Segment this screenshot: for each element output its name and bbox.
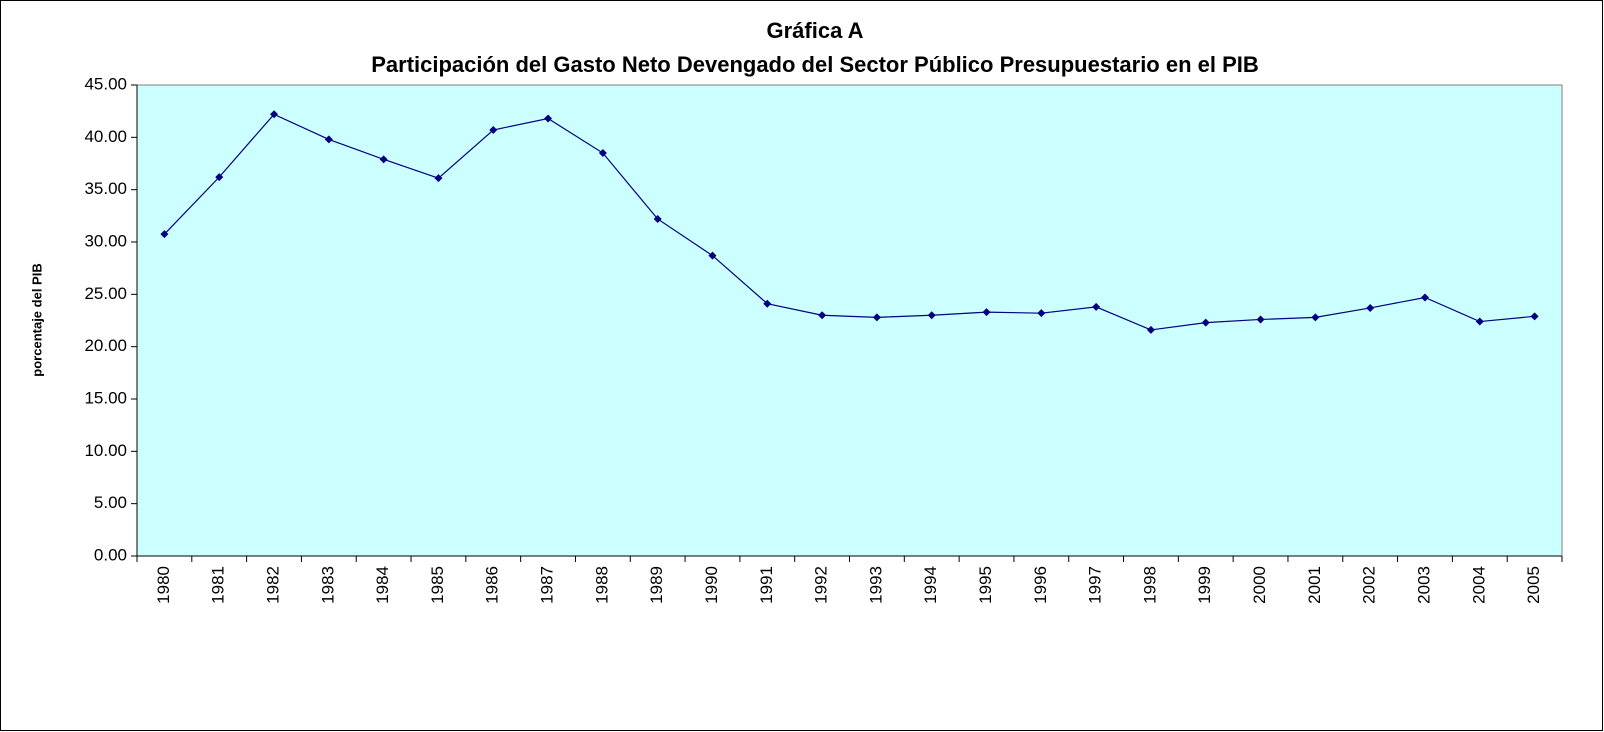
data-point [763, 299, 772, 308]
y-tick-label: 0.00 [94, 545, 127, 564]
data-point [215, 173, 224, 182]
data-point [818, 311, 827, 320]
plot-area [136, 84, 1563, 557]
data-point [598, 149, 607, 158]
x-tick-label: 1989 [647, 566, 666, 604]
x-tick-label: 1996 [1031, 566, 1050, 604]
data-point [489, 126, 498, 135]
y-tick-label: 10.00 [84, 441, 127, 460]
data-point [1092, 302, 1101, 311]
data-point [324, 135, 333, 144]
x-tick-label: 2003 [1414, 566, 1433, 604]
x-tick-label: 1986 [483, 566, 502, 604]
x-tick-label: 2002 [1360, 566, 1379, 604]
y-tick-label: 25.00 [84, 284, 127, 303]
data-point [544, 114, 553, 123]
x-tick-label: 2005 [1524, 566, 1543, 604]
data-point [1420, 293, 1429, 302]
data-point [160, 230, 169, 239]
x-tick-label: 1985 [428, 566, 447, 604]
data-point [1256, 315, 1265, 324]
x-tick-label: 1992 [812, 566, 831, 604]
data-point [653, 214, 662, 223]
x-tick-label: 1997 [1086, 566, 1105, 604]
x-tick-label: 1993 [866, 566, 885, 604]
x-tick-label: 1998 [1140, 566, 1159, 604]
y-tick-label: 15.00 [84, 388, 127, 407]
data-point [1366, 303, 1375, 312]
y-tick-label: 30.00 [84, 231, 127, 250]
x-tick-label: 1981 [209, 566, 228, 604]
x-tick-label: 2000 [1250, 566, 1269, 604]
x-tick-label: 1990 [702, 566, 721, 604]
data-point [1037, 309, 1046, 318]
data-point [1530, 312, 1539, 321]
x-tick-label: 1983 [318, 566, 337, 604]
data-point [708, 251, 717, 260]
x-tick-label: 2001 [1305, 566, 1324, 604]
y-tick-label: 5.00 [94, 493, 127, 512]
data-point [927, 311, 936, 320]
y-axis-label: porcentaje del PIB [29, 263, 44, 376]
x-tick-label: 1982 [264, 566, 283, 604]
data-point [270, 110, 279, 119]
x-tick-label: 1987 [538, 566, 557, 604]
data-point [1146, 325, 1155, 334]
data-point [982, 308, 991, 317]
series-line [163, 113, 1535, 331]
x-tick-label: 1995 [976, 566, 995, 604]
data-point [379, 155, 388, 164]
x-tick-label: 1980 [154, 566, 173, 604]
data-point [434, 174, 443, 183]
x-tick-label: 1999 [1195, 566, 1214, 604]
y-tick-label: 40.00 [84, 127, 127, 146]
y-tick-label: 45.00 [84, 74, 127, 93]
x-tick-label: 2004 [1469, 566, 1488, 604]
x-tick-label: 1994 [921, 566, 940, 604]
data-point [872, 313, 881, 322]
data-point [1311, 313, 1320, 322]
y-tick-label: 35.00 [84, 179, 127, 198]
x-tick-label: 1984 [373, 566, 392, 604]
y-tick-label: 20.00 [84, 336, 127, 355]
data-point [1475, 317, 1484, 326]
chart-subtitle: Participación del Gasto Neto Devengado d… [371, 52, 1259, 77]
x-tick-label: 1988 [592, 566, 611, 604]
data-point [1201, 318, 1210, 327]
chart-title: Gráfica A [766, 18, 863, 43]
x-tick-label: 1991 [757, 566, 776, 604]
